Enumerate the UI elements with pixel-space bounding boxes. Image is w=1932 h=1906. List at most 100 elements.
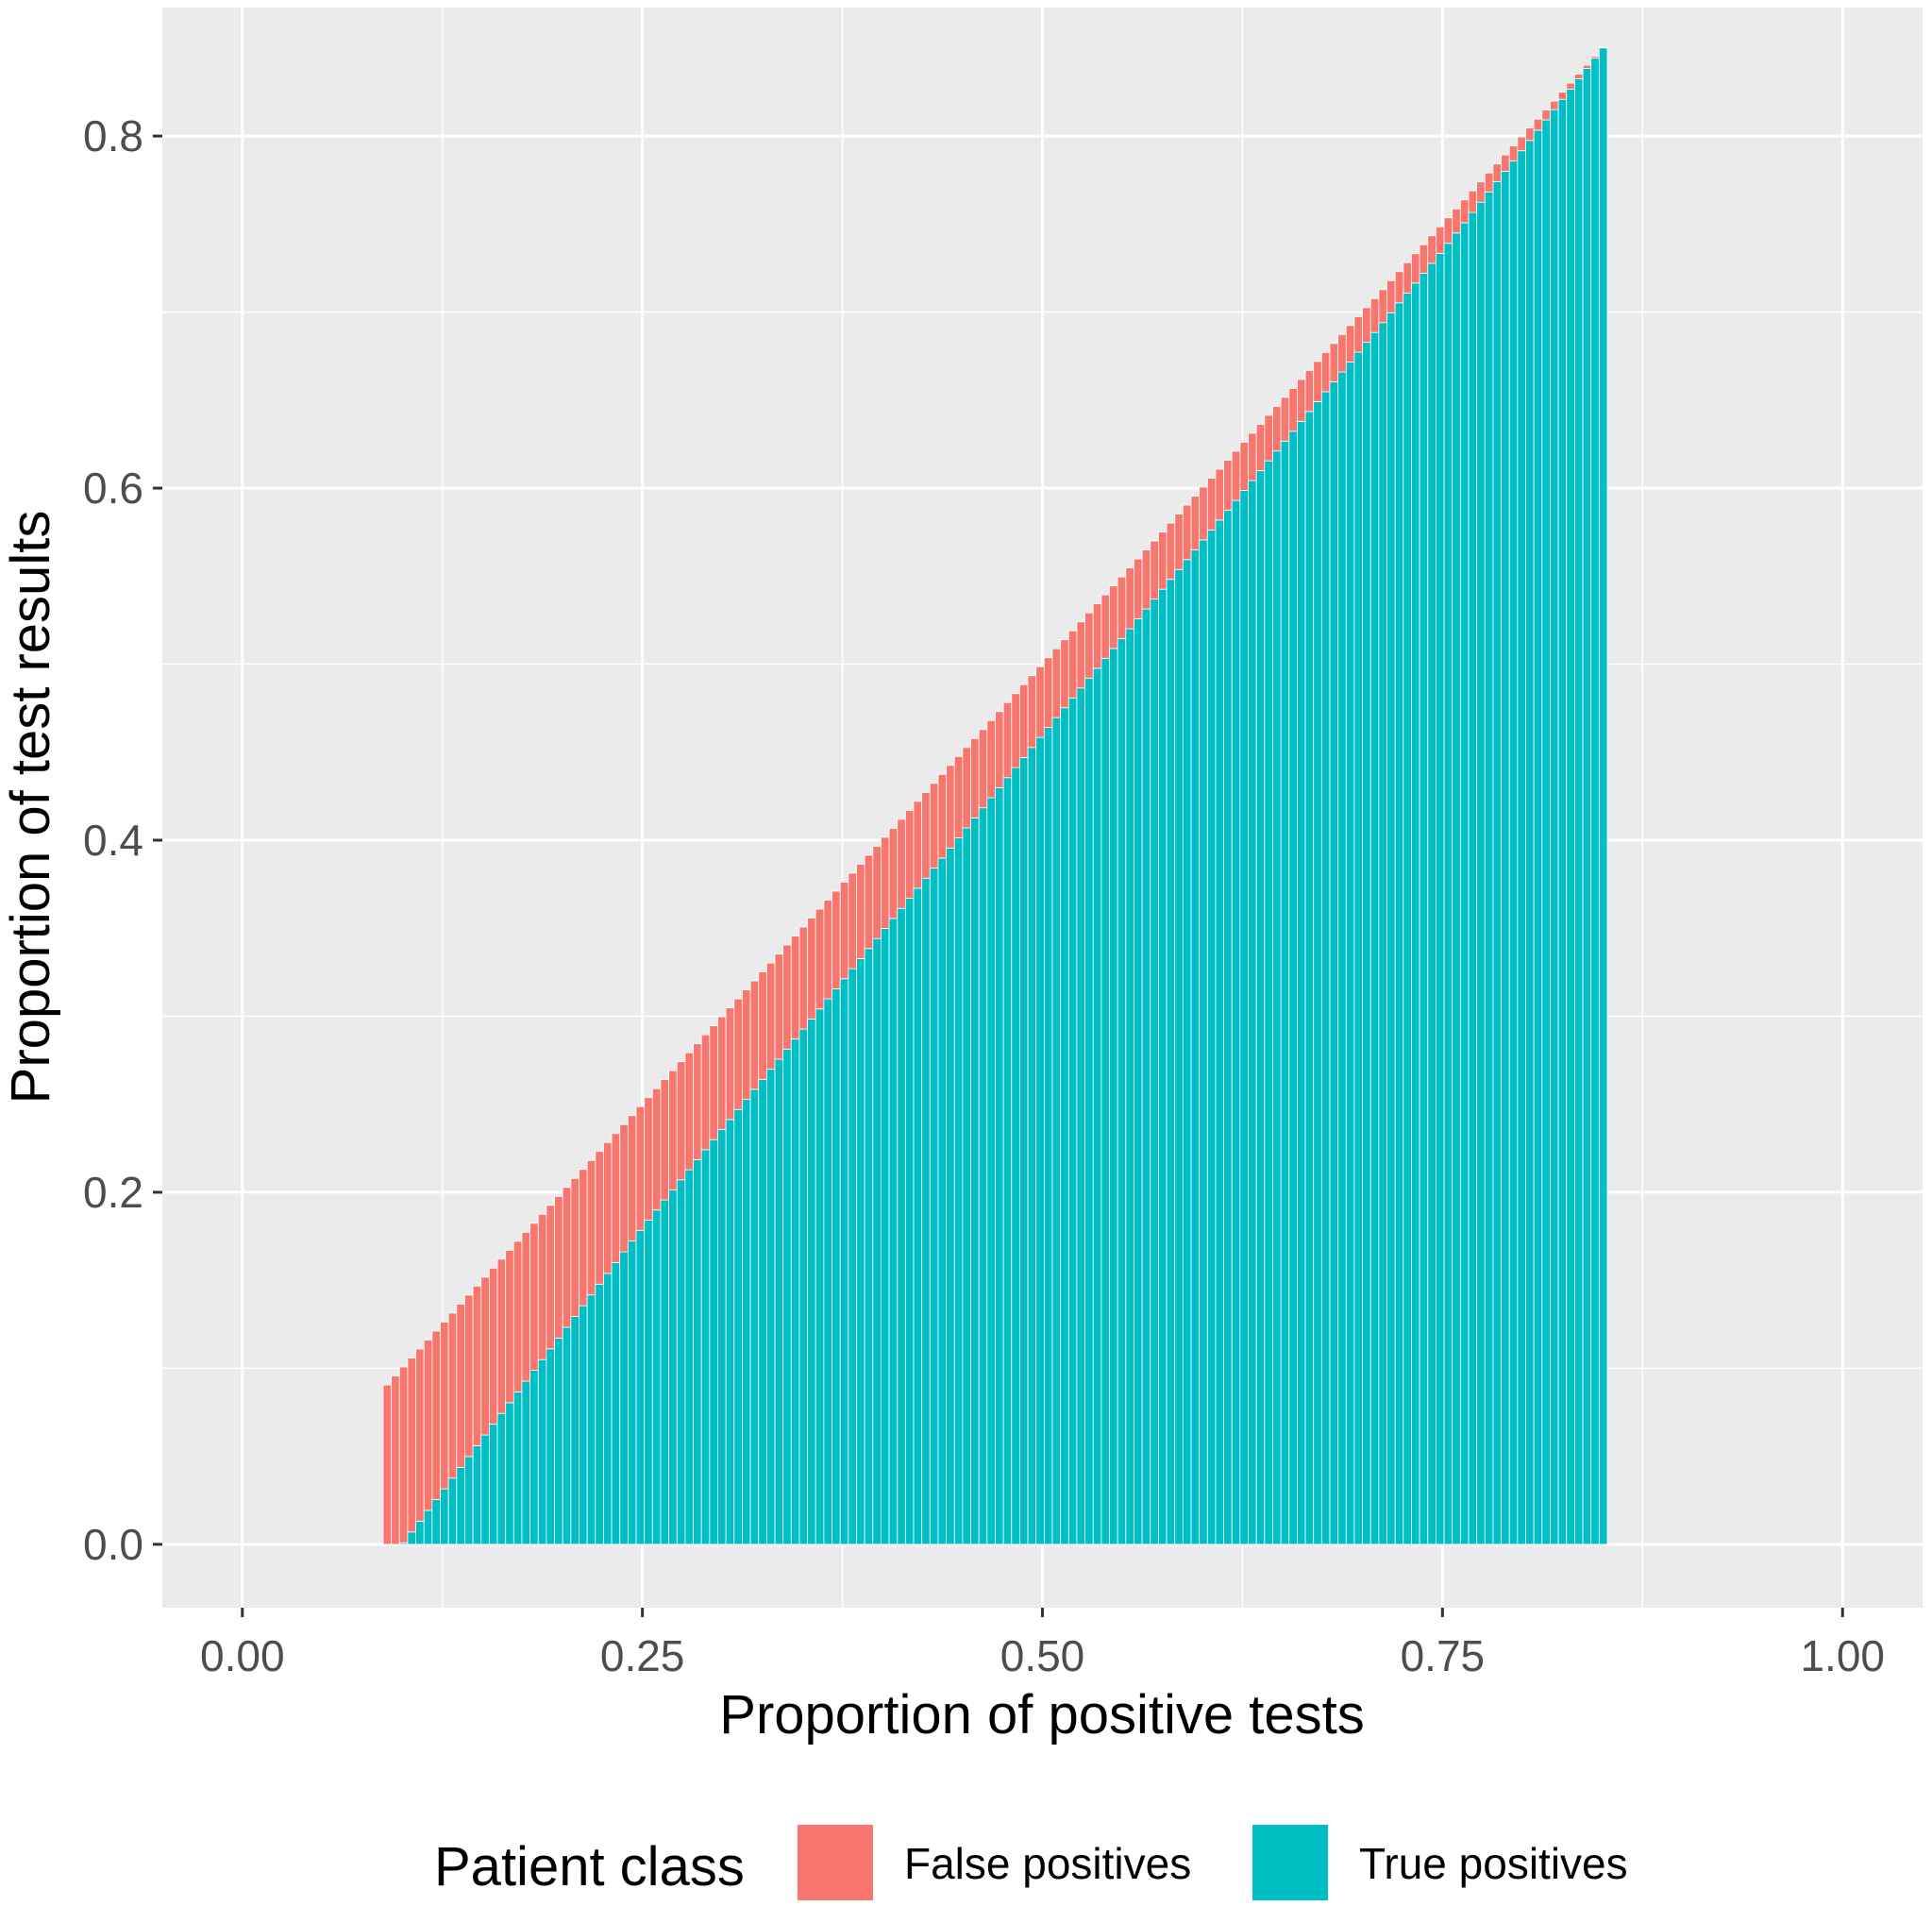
bar-false-positives	[1337, 333, 1347, 373]
bar-true-positives	[1223, 510, 1233, 1545]
bar-false-positives	[1353, 315, 1363, 353]
bar-true-positives	[1134, 618, 1143, 1545]
bar-true-positives	[505, 1402, 514, 1545]
bar-false-positives	[1508, 145, 1519, 161]
bar-false-positives	[496, 1258, 507, 1414]
bar-true-positives	[1459, 222, 1470, 1545]
bar-true-positives	[579, 1305, 588, 1545]
bar-true-positives	[937, 857, 948, 1545]
bar-true-positives	[1557, 98, 1568, 1545]
bar-true-positives	[1206, 530, 1217, 1545]
bar-true-positives	[765, 1069, 776, 1545]
bar-true-positives	[440, 1488, 449, 1545]
bar-false-positives	[391, 1375, 400, 1545]
y-tick-label: 0.6	[83, 464, 143, 513]
bar-false-positives	[872, 846, 882, 939]
bar-true-positives	[1353, 351, 1363, 1545]
bar-true-positives	[1297, 420, 1306, 1545]
bar-false-positives	[1002, 701, 1013, 779]
bar-true-positives	[856, 958, 865, 1545]
bar-true-positives	[456, 1466, 465, 1545]
bar-false-positives	[848, 872, 857, 970]
bar-false-positives	[1206, 478, 1217, 531]
bar-false-positives	[709, 1025, 718, 1140]
bar-true-positives	[603, 1273, 613, 1545]
legend-key-true-positives	[1252, 1825, 1328, 1900]
bar-false-positives	[1517, 136, 1526, 152]
bar-false-positives	[790, 936, 800, 1040]
bar-true-positives	[1508, 160, 1519, 1545]
bar-false-positives	[1394, 271, 1404, 304]
bar-false-positives	[1320, 351, 1331, 393]
bar-false-positives	[1582, 64, 1592, 69]
bar-false-positives	[839, 882, 849, 980]
bar-false-positives	[1304, 370, 1315, 413]
bar-false-positives	[782, 944, 792, 1050]
bar-false-positives	[978, 729, 988, 809]
bar-false-positives	[529, 1223, 539, 1372]
bar-false-positives	[1411, 253, 1420, 284]
bar-true-positives	[1150, 599, 1159, 1545]
bar-true-positives	[953, 837, 964, 1545]
y-tick-label: 0.4	[83, 816, 143, 865]
bar-false-positives	[1092, 603, 1102, 669]
bar-true-positives	[1394, 302, 1404, 1545]
bar-false-positives	[1369, 297, 1380, 333]
bar-false-positives	[1166, 522, 1176, 581]
bar-true-positives	[496, 1412, 507, 1545]
bar-true-positives	[1248, 480, 1257, 1545]
x-tick-label: 0.00	[200, 1631, 285, 1680]
bar-false-positives	[1501, 154, 1510, 172]
bar-false-positives	[447, 1312, 458, 1479]
bar-false-positives	[1443, 217, 1453, 245]
bar-false-positives	[864, 854, 874, 950]
bar-false-positives	[1231, 450, 1241, 501]
bar-true-positives	[864, 948, 874, 1545]
bar-true-positives	[1100, 658, 1110, 1545]
bar-true-positives	[1436, 253, 1445, 1545]
bar-false-positives	[464, 1294, 474, 1458]
bar-false-positives	[798, 926, 809, 1030]
bar-true-positives	[1574, 78, 1584, 1545]
bar-false-positives	[1182, 504, 1192, 561]
bar-false-positives	[488, 1267, 498, 1425]
bar-false-positives	[1019, 683, 1029, 758]
bar-false-positives	[1141, 549, 1151, 610]
bar-true-positives	[644, 1219, 653, 1545]
bar-false-positives	[1550, 100, 1559, 110]
bar-true-positives	[807, 1018, 816, 1545]
x-tick-label: 1.00	[1800, 1631, 1885, 1680]
bar-false-positives	[1484, 172, 1494, 193]
bar-false-positives	[1280, 396, 1290, 442]
y-tick-label: 0.8	[83, 111, 143, 160]
bar-true-positives	[684, 1169, 694, 1545]
bar-false-positives	[1100, 594, 1110, 659]
bar-true-positives	[1403, 292, 1412, 1545]
bar-false-positives	[1060, 639, 1069, 709]
bar-true-positives	[521, 1380, 531, 1545]
bar-true-positives	[1590, 58, 1600, 1545]
bar-false-positives	[1125, 567, 1134, 630]
bar-true-positives	[668, 1189, 678, 1545]
bar-true-positives	[1468, 211, 1478, 1545]
bar-true-positives	[1550, 109, 1559, 1545]
bar-true-positives	[464, 1456, 474, 1545]
bar-true-positives	[1231, 499, 1241, 1545]
bar-false-positives	[1035, 666, 1045, 738]
bar-true-positives	[1109, 648, 1118, 1545]
bar-false-positives	[546, 1205, 555, 1350]
bar-false-positives	[684, 1052, 694, 1171]
bar-false-positives	[1329, 343, 1339, 382]
bar-true-positives	[488, 1424, 498, 1545]
bar-false-positives	[897, 818, 906, 909]
bar-false-positives	[1541, 110, 1551, 121]
bar-true-positives	[1141, 608, 1151, 1545]
bar-true-positives	[1272, 450, 1282, 1545]
bar-false-positives	[1215, 468, 1224, 521]
y-tick-label: 0.2	[83, 1168, 143, 1217]
bar-true-positives	[897, 907, 906, 1545]
bar-true-positives	[1035, 736, 1045, 1545]
bar-false-positives	[921, 791, 931, 879]
x-axis: 0.00 0.25 0.50 0.75 1.00	[200, 1608, 1885, 1680]
bar-true-positives	[1427, 262, 1436, 1545]
